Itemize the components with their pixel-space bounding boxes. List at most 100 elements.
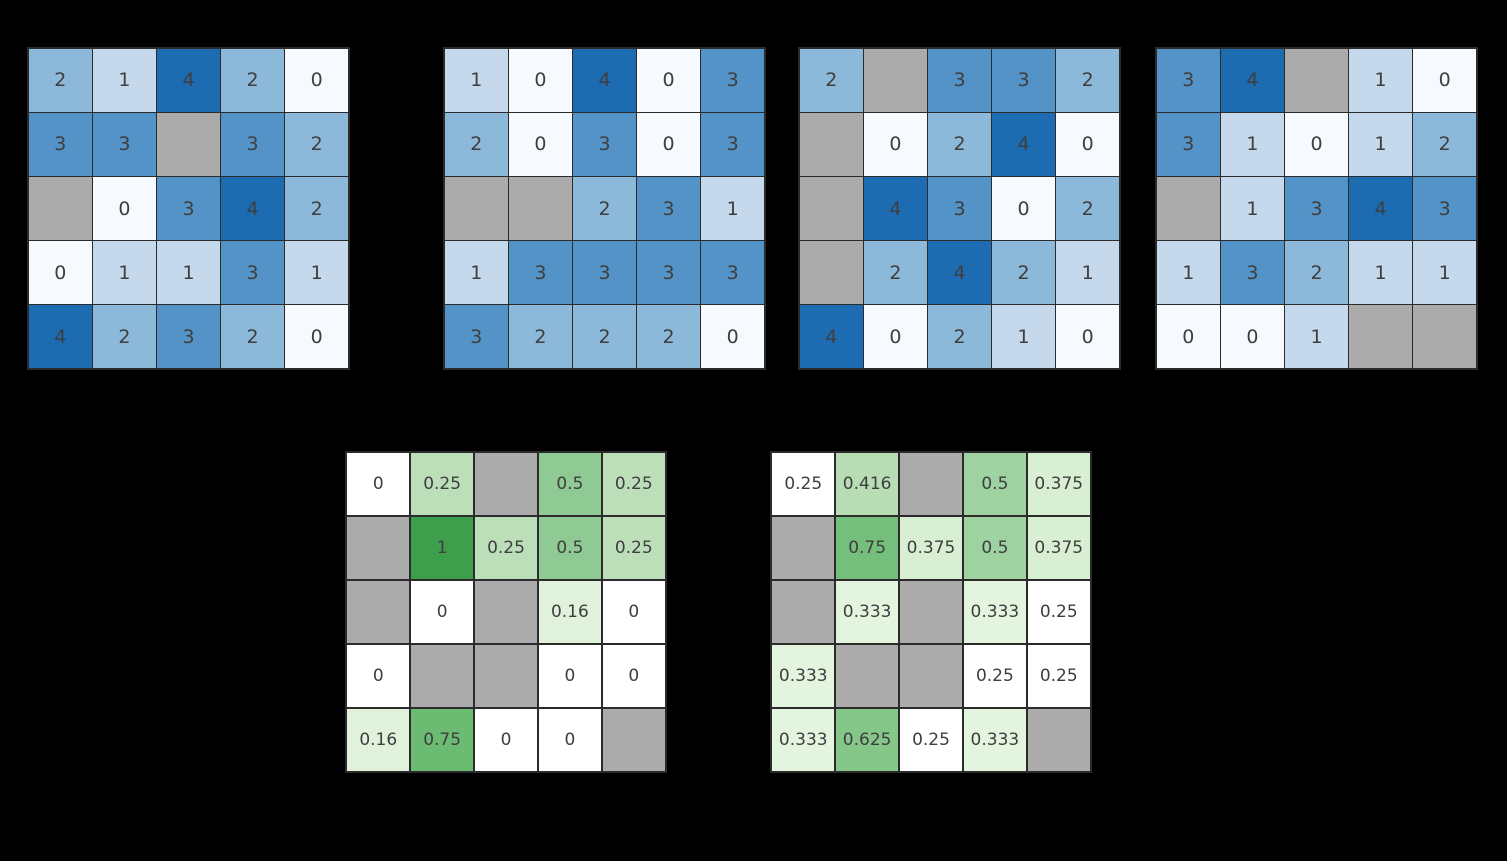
masked-heatmap-cell bbox=[1157, 177, 1220, 240]
heatmap-cell: 3 bbox=[221, 113, 284, 176]
heatmap-cell: 3 bbox=[157, 305, 220, 368]
heatmap-cell: 2 bbox=[445, 113, 508, 176]
heatmap-cell: 1 bbox=[410, 516, 474, 580]
heatmap-cell: 4 bbox=[573, 49, 636, 112]
masked-heatmap-cell bbox=[602, 708, 665, 771]
heatmap-cell: 0.16 bbox=[538, 580, 602, 644]
masked-heatmap-cell bbox=[772, 516, 835, 580]
heatmap-cell: 0 bbox=[1157, 305, 1220, 368]
heatmap-cell: 3 bbox=[992, 49, 1055, 112]
heatmap-cell: 1 bbox=[445, 241, 508, 304]
masked-heatmap-cell bbox=[800, 113, 863, 176]
ratio-heatmap-1: 0 0.25 0.5 0.25 1 0.25 0.5 0.25 0 0.16 0 0 0 0 0.16 0.7… bbox=[345, 451, 667, 773]
masked-heatmap-cell bbox=[899, 580, 963, 644]
heatmap-cell: 2 bbox=[285, 177, 348, 240]
masked-heatmap-cell bbox=[1349, 305, 1412, 368]
heatmap-cell: 2 bbox=[1056, 49, 1119, 112]
heatmap-cell: 2 bbox=[864, 241, 927, 304]
heatmap-cell: 3 bbox=[221, 241, 284, 304]
masked-heatmap-cell bbox=[474, 580, 538, 644]
heatmap-cell: 3 bbox=[701, 241, 764, 304]
heatmap-cell: 4 bbox=[221, 177, 284, 240]
heatmap-cell: 3 bbox=[637, 177, 700, 240]
heatmap-cell: 3 bbox=[93, 113, 156, 176]
heatmap-cell: 3 bbox=[573, 241, 636, 304]
heatmap-cell: 0 bbox=[93, 177, 156, 240]
masked-heatmap-cell bbox=[347, 516, 410, 580]
heatmap-cell: 3 bbox=[29, 113, 92, 176]
heatmap-cell: 1 bbox=[992, 305, 1055, 368]
heatmap-cell: 2 bbox=[992, 241, 1055, 304]
heatmap-cell: 0.5 bbox=[963, 516, 1027, 580]
heatmap-cell: 2 bbox=[285, 113, 348, 176]
heatmap-cell: 0.25 bbox=[899, 708, 963, 771]
masked-heatmap-cell bbox=[474, 453, 538, 516]
heatmap-cell: 0.25 bbox=[410, 453, 474, 516]
heatmap-cell: 0.25 bbox=[602, 516, 665, 580]
heatmap-cell: 0.375 bbox=[899, 516, 963, 580]
heatmap-cell: 0.25 bbox=[474, 516, 538, 580]
heatmap-cell: 0 bbox=[864, 305, 927, 368]
heatmap-cell: 3 bbox=[701, 49, 764, 112]
heatmap-cell: 3 bbox=[1285, 177, 1348, 240]
heatmap-cell: 1 bbox=[1413, 241, 1476, 304]
heatmap-cell: 2 bbox=[1285, 241, 1348, 304]
heatmap-cell: 2 bbox=[573, 305, 636, 368]
heatmap-cell: 4 bbox=[992, 113, 1055, 176]
heatmap-cell: 4 bbox=[864, 177, 927, 240]
heatmap-cell: 0.16 bbox=[347, 708, 410, 771]
masked-heatmap-cell bbox=[157, 113, 220, 176]
heatmap-cell: 3 bbox=[928, 49, 991, 112]
heatmap-cell: 0.416 bbox=[835, 453, 899, 516]
heatmap-cell: 1 bbox=[1349, 113, 1412, 176]
heatmap-cell: 0 bbox=[1413, 49, 1476, 112]
heatmap-cell: 2 bbox=[637, 305, 700, 368]
heatmap-cell: 0 bbox=[637, 49, 700, 112]
heatmap-cell: 3 bbox=[573, 113, 636, 176]
masked-heatmap-cell bbox=[347, 580, 410, 644]
heatmap-cell: 1 bbox=[157, 241, 220, 304]
heatmap-cell: 0.375 bbox=[1027, 516, 1090, 580]
heatmap-cell: 0 bbox=[285, 305, 348, 368]
heatmap-cell: 0.25 bbox=[772, 453, 835, 516]
heatmap-cell: 0 bbox=[29, 241, 92, 304]
heatmap-cell: 0.333 bbox=[835, 580, 899, 644]
masked-heatmap-cell bbox=[1413, 305, 1476, 368]
heatmap-cell: 0 bbox=[992, 177, 1055, 240]
heatmap-cell: 0.25 bbox=[963, 644, 1027, 708]
masked-heatmap-cell bbox=[474, 644, 538, 708]
heatmap-cell: 3 bbox=[928, 177, 991, 240]
masked-heatmap-cell bbox=[899, 644, 963, 708]
heatmap-cell: 4 bbox=[1221, 49, 1284, 112]
heatmap-cell: 0.25 bbox=[1027, 644, 1090, 708]
heatmap-cell: 3 bbox=[1413, 177, 1476, 240]
heatmap-cell: 0 bbox=[509, 49, 572, 112]
masked-heatmap-cell bbox=[29, 177, 92, 240]
heatmap-cell: 0.333 bbox=[963, 708, 1027, 771]
heatmap-cell: 0 bbox=[474, 708, 538, 771]
heatmap-cell: 4 bbox=[157, 49, 220, 112]
heatmap-cell: 0.5 bbox=[963, 453, 1027, 516]
heatmap-cell: 4 bbox=[928, 241, 991, 304]
heatmap-cell: 3 bbox=[637, 241, 700, 304]
heatmap-cell: 1 bbox=[1056, 241, 1119, 304]
masked-heatmap-cell bbox=[772, 580, 835, 644]
heatmap-cell: 4 bbox=[1349, 177, 1412, 240]
heatmap-cell: 1 bbox=[93, 241, 156, 304]
heatmap-cell: 3 bbox=[157, 177, 220, 240]
masked-heatmap-cell bbox=[1285, 49, 1348, 112]
heatmap-cell: 4 bbox=[800, 305, 863, 368]
heatmap-cell: 0.333 bbox=[772, 644, 835, 708]
heatmap-cell: 0.625 bbox=[835, 708, 899, 771]
masked-heatmap-cell bbox=[800, 177, 863, 240]
heatmap-cell: 1 bbox=[93, 49, 156, 112]
heatmap-cell: 3 bbox=[1157, 49, 1220, 112]
heatmap-cell: 0 bbox=[347, 644, 410, 708]
heatmap-cell: 0 bbox=[602, 580, 665, 644]
heatmap-cell: 0 bbox=[538, 644, 602, 708]
heatmap-cell: 0 bbox=[538, 708, 602, 771]
